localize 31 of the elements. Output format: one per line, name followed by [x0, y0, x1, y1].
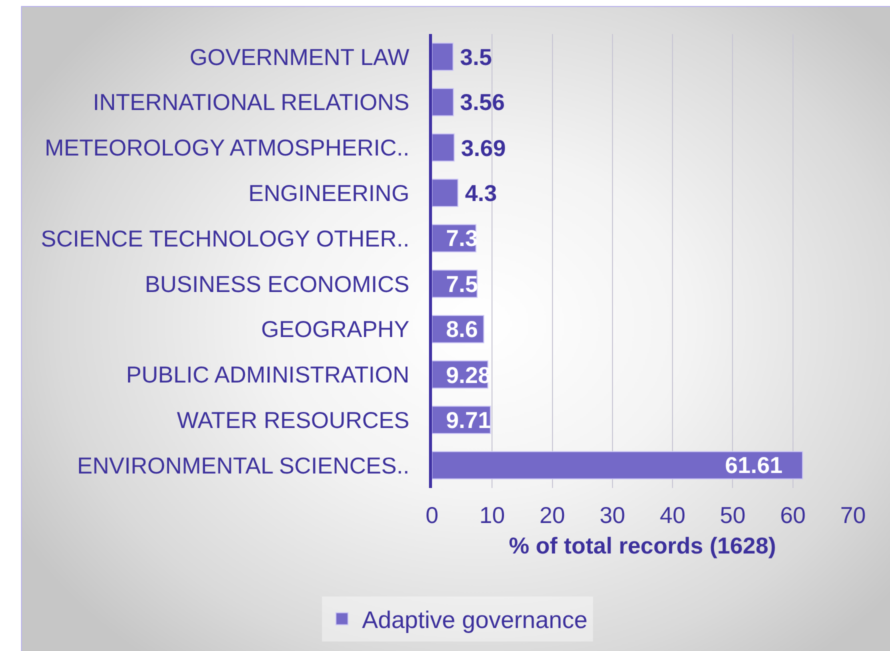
x-tick-label: 10 [479, 502, 505, 528]
y-tick-label: GEOGRAPHY [261, 316, 410, 342]
y-tick-label: METEOROLOGY ATMOSPHERIC.. [44, 134, 410, 161]
y-tick-label: SCIENCE TECHNOLOGY OTHER.. [40, 225, 410, 252]
x-tick-label: 50 [720, 502, 746, 528]
data-label: 3.56 [460, 89, 505, 115]
y-tick-label: GOVERNMENT LAW [190, 44, 410, 70]
y-tick-label: PUBLIC ADMINISTRATION [126, 362, 410, 388]
data-label: 3.69 [461, 135, 506, 161]
x-tick-label: 60 [780, 502, 806, 528]
bar [432, 42, 454, 71]
x-tick-label: 20 [539, 502, 566, 528]
data-label: 61.61 [725, 452, 783, 478]
y-tick-label: ENGINEERING [248, 180, 410, 206]
bar [432, 88, 454, 116]
bar [432, 451, 804, 480]
data-label: 4.3 [465, 180, 497, 206]
x-tick-label: 0 [426, 502, 438, 528]
legend-label: Adaptive governance [362, 607, 588, 634]
x-tick-label: 30 [600, 502, 626, 528]
y-tick-label: WATER RESOURCES [176, 406, 410, 433]
data-label: 3.5 [460, 44, 492, 70]
bar [432, 133, 455, 162]
y-tick-label: INTERNATIONAL RELATIONS [92, 89, 410, 116]
data-label: 8.6 [446, 316, 478, 342]
x-tick-label: 40 [660, 502, 686, 528]
y-tick-label: ENVIRONMENTAL SCIENCES.. [77, 452, 410, 478]
x-tick-label: 70 [840, 502, 866, 528]
x-axis-title: % of total records (1628) [508, 532, 776, 559]
y-tick-label: BUSINESS ECONOMICS [144, 270, 410, 297]
bar [432, 178, 458, 208]
